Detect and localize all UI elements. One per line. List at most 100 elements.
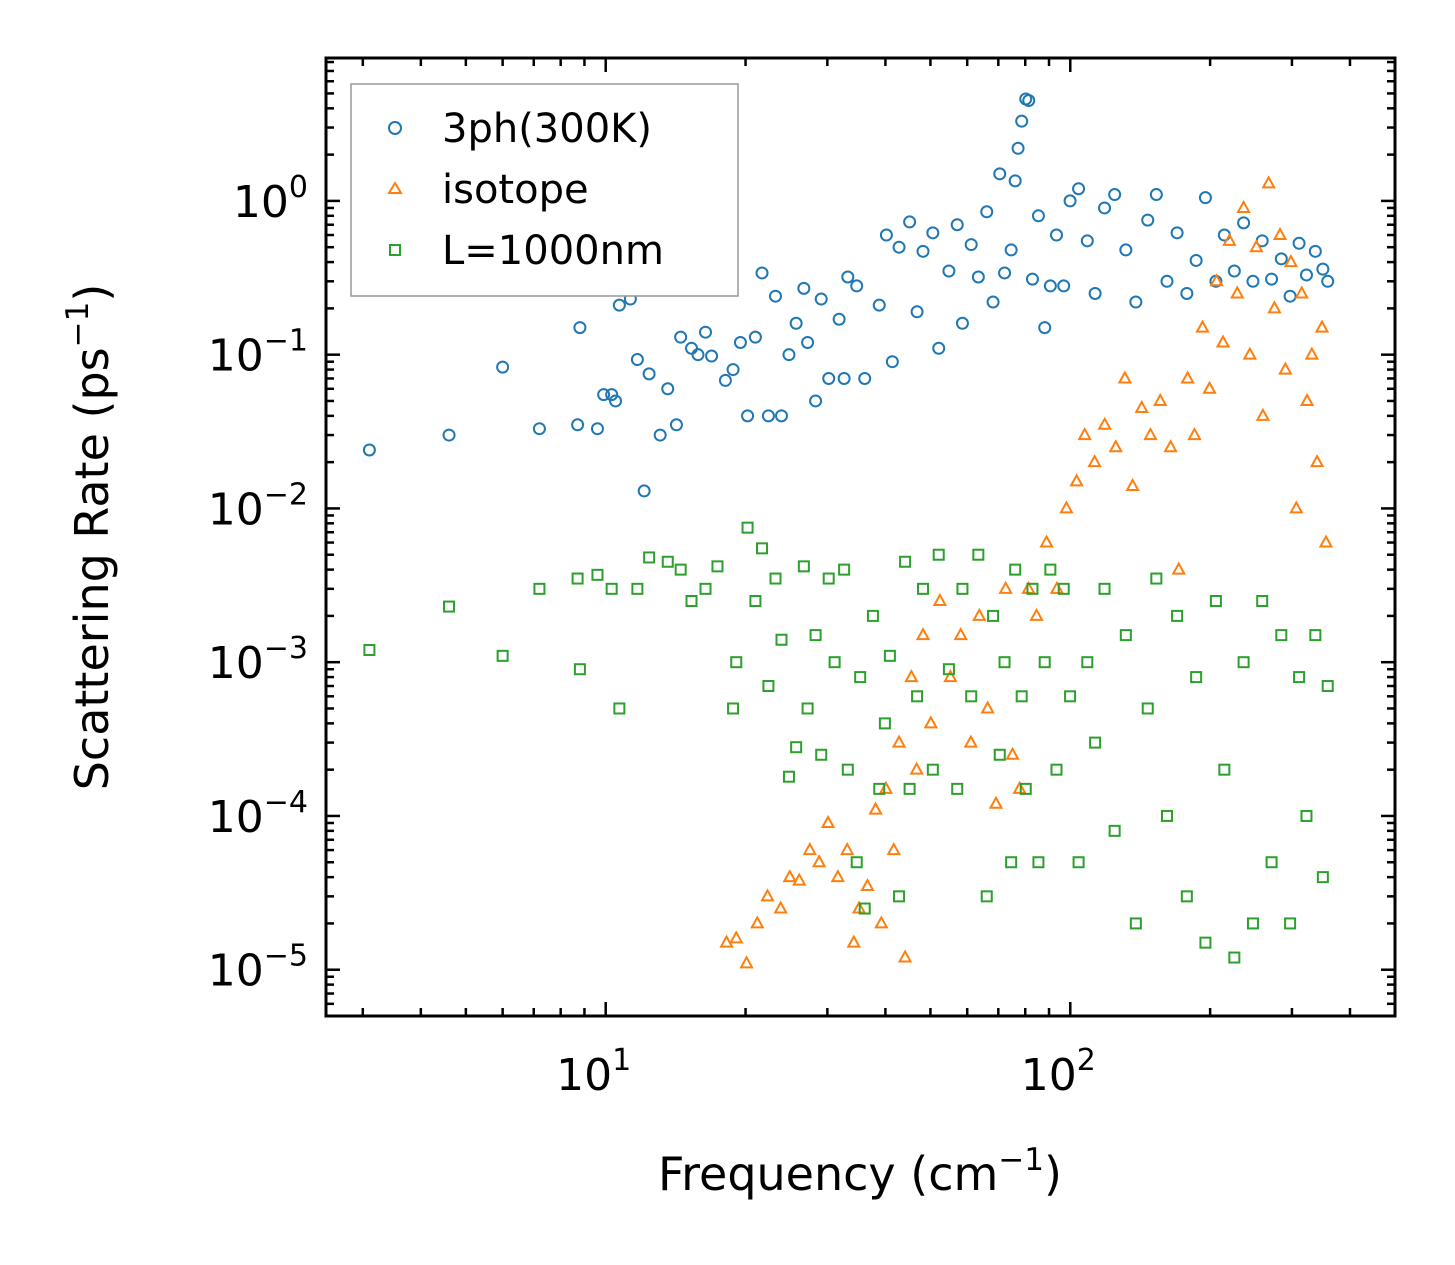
data-point [1265,272,1279,286]
data-point [916,244,930,258]
data-point [1300,809,1313,822]
data-point [1293,671,1306,684]
data-point [1180,890,1193,903]
data-point [1108,439,1123,453]
data-point [1304,346,1320,360]
data-point [893,890,906,903]
data-point [993,167,1007,181]
data-point [840,841,855,856]
data-point [942,663,955,676]
data-point [987,609,1000,622]
data-point [885,355,899,369]
data-point [1299,392,1315,406]
data-point [1005,856,1018,869]
data-point [661,555,674,568]
data-point [809,629,822,642]
data-point [1038,656,1051,669]
data-point [1160,274,1174,288]
data-point [814,292,828,306]
data-point [631,582,644,595]
data-point [980,205,994,219]
data-point [1097,416,1112,430]
data-point [986,295,1000,309]
data-point [1008,174,1022,188]
data-point [1218,763,1231,776]
data-point [993,748,1006,761]
data-point [741,409,755,423]
data-point [1004,243,1018,257]
data-point [1022,93,1036,107]
data-point [1265,856,1278,869]
data-point [1230,285,1245,299]
data-point [630,353,644,367]
data-point [1057,582,1070,595]
data-point [1119,629,1132,642]
data-point [729,930,744,944]
data-point [782,348,796,362]
data-point [910,305,924,319]
data-point [789,316,803,330]
data-point [802,841,817,856]
data-point [1087,454,1102,468]
data-point [674,330,688,344]
data-point [1316,262,1330,276]
y-tick-label: 10−3 [208,631,308,689]
data-point [950,218,964,232]
data-point [998,580,1013,594]
data-point [951,782,964,795]
data-point [1031,209,1045,223]
data-point [1284,917,1297,930]
data-point [1141,213,1155,227]
data-point [792,872,807,886]
data-point [899,555,912,568]
series-2 [363,521,1334,964]
axes-ticks [326,58,1397,1016]
data-point [1098,201,1112,215]
data-point [1242,346,1258,360]
data-point [932,592,948,607]
data-point [685,595,698,608]
data-point [1012,780,1027,794]
data-point [868,801,883,815]
data-point [533,582,546,595]
data-point [1190,671,1203,684]
data-point [903,215,917,229]
data-point [442,428,456,442]
data-point [643,551,656,564]
data-point [1189,253,1203,267]
data-point [756,542,769,555]
data-point [790,741,803,754]
data-point [942,264,956,278]
data-point [832,312,846,326]
data-point [911,690,924,703]
data-point [1025,272,1039,286]
data-point [605,388,619,402]
series-1 [719,175,1334,969]
data-point [1209,273,1224,287]
data-point [1256,595,1269,608]
data-point [773,900,788,914]
data-point [1059,500,1074,514]
data-point [1081,656,1094,669]
data-point [762,680,775,693]
data-point [998,266,1012,280]
data-point [1026,582,1039,595]
data-point [1294,285,1309,299]
data-point [858,371,872,385]
data-point [1057,279,1071,293]
data-point [669,418,683,432]
data-point [642,367,656,381]
data-point [1119,243,1133,257]
data-point [801,335,815,349]
data-point [858,902,871,915]
data-point [1125,477,1140,491]
data-point [1299,268,1313,282]
data-point [1143,426,1158,441]
data-point [760,888,775,902]
data-point [874,915,889,929]
data-point [988,795,1004,809]
data-point [846,934,861,948]
data-point [443,600,456,613]
data-point [980,700,995,714]
